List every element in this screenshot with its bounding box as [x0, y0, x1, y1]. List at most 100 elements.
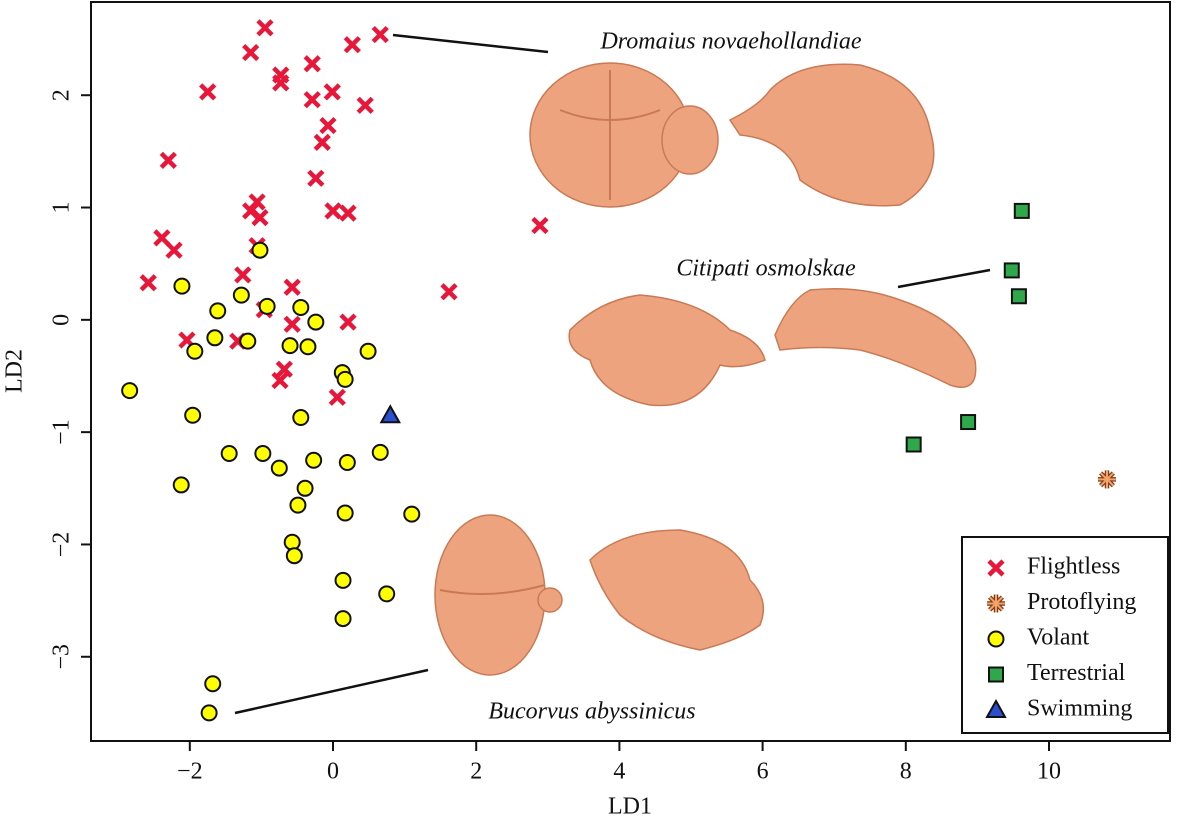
- marker-x: [313, 133, 331, 151]
- marker-x: [272, 74, 290, 92]
- marker-circle: [336, 370, 354, 388]
- marker-x: [339, 204, 357, 222]
- marker-circle: [232, 286, 250, 304]
- marker-circle: [281, 337, 299, 355]
- marker-circle: [292, 298, 310, 316]
- marker-circle: [299, 338, 317, 356]
- marker-circle: [307, 313, 325, 331]
- marker-circle: [338, 453, 356, 471]
- y-tick-label: −1: [49, 419, 75, 445]
- marker-square: [988, 666, 1004, 683]
- leader-lines: [234, 33, 991, 715]
- marker-circle: [254, 444, 272, 462]
- y-tick-label: −2: [49, 532, 75, 558]
- marker-x: [251, 209, 269, 227]
- y-axis-label: LD2: [2, 349, 28, 393]
- marker-circle: [292, 409, 310, 427]
- marker-circle: [186, 342, 204, 360]
- marker-x: [303, 55, 321, 73]
- x-tick-label: 0: [327, 759, 339, 785]
- marker-x: [139, 274, 157, 292]
- marker-x: [356, 96, 374, 114]
- marker-x: [303, 91, 321, 109]
- marker-x: [159, 151, 177, 169]
- marker-x: [153, 229, 171, 247]
- marker-x: [328, 388, 346, 406]
- brain-renderings: [434, 62, 977, 676]
- marker-circle: [289, 496, 307, 514]
- marker-circle: [239, 332, 257, 350]
- x-tick-label: 10: [1037, 759, 1061, 785]
- marker-x: [234, 266, 252, 284]
- marker-x: [307, 169, 325, 187]
- plot-frame: [90, 1, 1171, 742]
- marker-x: [339, 313, 357, 331]
- marker-circle: [987, 630, 1005, 648]
- marker-x: [283, 315, 301, 333]
- marker-x: [199, 83, 217, 101]
- marker-circle: [359, 342, 377, 360]
- legend-label: Terrestrial: [1027, 660, 1126, 686]
- legend-label: Flightless: [1027, 554, 1120, 580]
- marker-x: [987, 559, 1005, 577]
- marker-x: [323, 83, 341, 101]
- x-tick-label: 8: [900, 759, 912, 785]
- marker-circle: [209, 302, 227, 320]
- legend-label: Protoflying: [1027, 589, 1136, 615]
- y-tick-label: −3: [49, 644, 75, 670]
- marker-x: [271, 371, 289, 390]
- annotation: Bucorvus abyssinicus: [488, 699, 695, 725]
- marker-circle: [285, 547, 303, 565]
- x-tick-label: −2: [177, 759, 203, 785]
- marker-circle: [258, 297, 276, 315]
- marker-circle: [378, 585, 396, 603]
- marker-asterisk: [1097, 470, 1116, 489]
- marker-circle: [371, 443, 389, 461]
- marker-circle: [204, 675, 222, 693]
- marker-square: [960, 414, 977, 431]
- marker-circle: [206, 329, 224, 347]
- marker-square: [1013, 202, 1030, 219]
- x-axis-label: LD1: [608, 794, 652, 820]
- legend-label: Volant: [1027, 625, 1090, 651]
- y-tick-label: 1: [49, 202, 75, 214]
- marker-circle: [334, 571, 352, 589]
- marker-circle: [334, 610, 352, 628]
- marker-x: [371, 25, 389, 44]
- marker-x: [531, 216, 549, 235]
- leader-line: [234, 668, 429, 715]
- marker-circle: [403, 505, 421, 523]
- marker-circle: [251, 241, 269, 259]
- marker-circle: [336, 504, 354, 522]
- marker-x: [343, 36, 361, 54]
- marker-x: [256, 19, 274, 37]
- marker-circle: [283, 533, 301, 551]
- legend: Flightless Protoflying Volant Terrestrial Sw…: [961, 536, 1169, 734]
- x-tick-label: 2: [470, 759, 482, 785]
- marker-circle: [305, 451, 323, 469]
- marker-circle: [172, 476, 190, 494]
- leader-line: [897, 268, 991, 289]
- marker-x: [275, 360, 293, 378]
- marker-circle: [296, 479, 314, 497]
- marker-square: [905, 436, 922, 453]
- marker-square: [1010, 288, 1027, 305]
- marker-triangle: [985, 698, 1007, 718]
- y-tick-label: 0: [49, 314, 75, 326]
- legend-label: Swimming: [1027, 696, 1132, 722]
- marker-x: [440, 283, 458, 301]
- marker-square: [1003, 262, 1020, 279]
- marker-x: [324, 202, 342, 220]
- leader-line: [392, 33, 549, 54]
- marker-circle: [220, 444, 238, 462]
- marker-circle: [270, 459, 288, 477]
- marker-triangle: [379, 404, 401, 424]
- marker-x: [165, 241, 183, 259]
- x-tick-label: 4: [613, 759, 625, 785]
- annotation: Dromaius novaehollandiae: [599, 29, 861, 55]
- y-tick-label: 2: [49, 89, 75, 101]
- marker-circle: [121, 382, 139, 400]
- annotation: Citipati osmolskae: [676, 256, 856, 282]
- marker-x: [242, 43, 260, 62]
